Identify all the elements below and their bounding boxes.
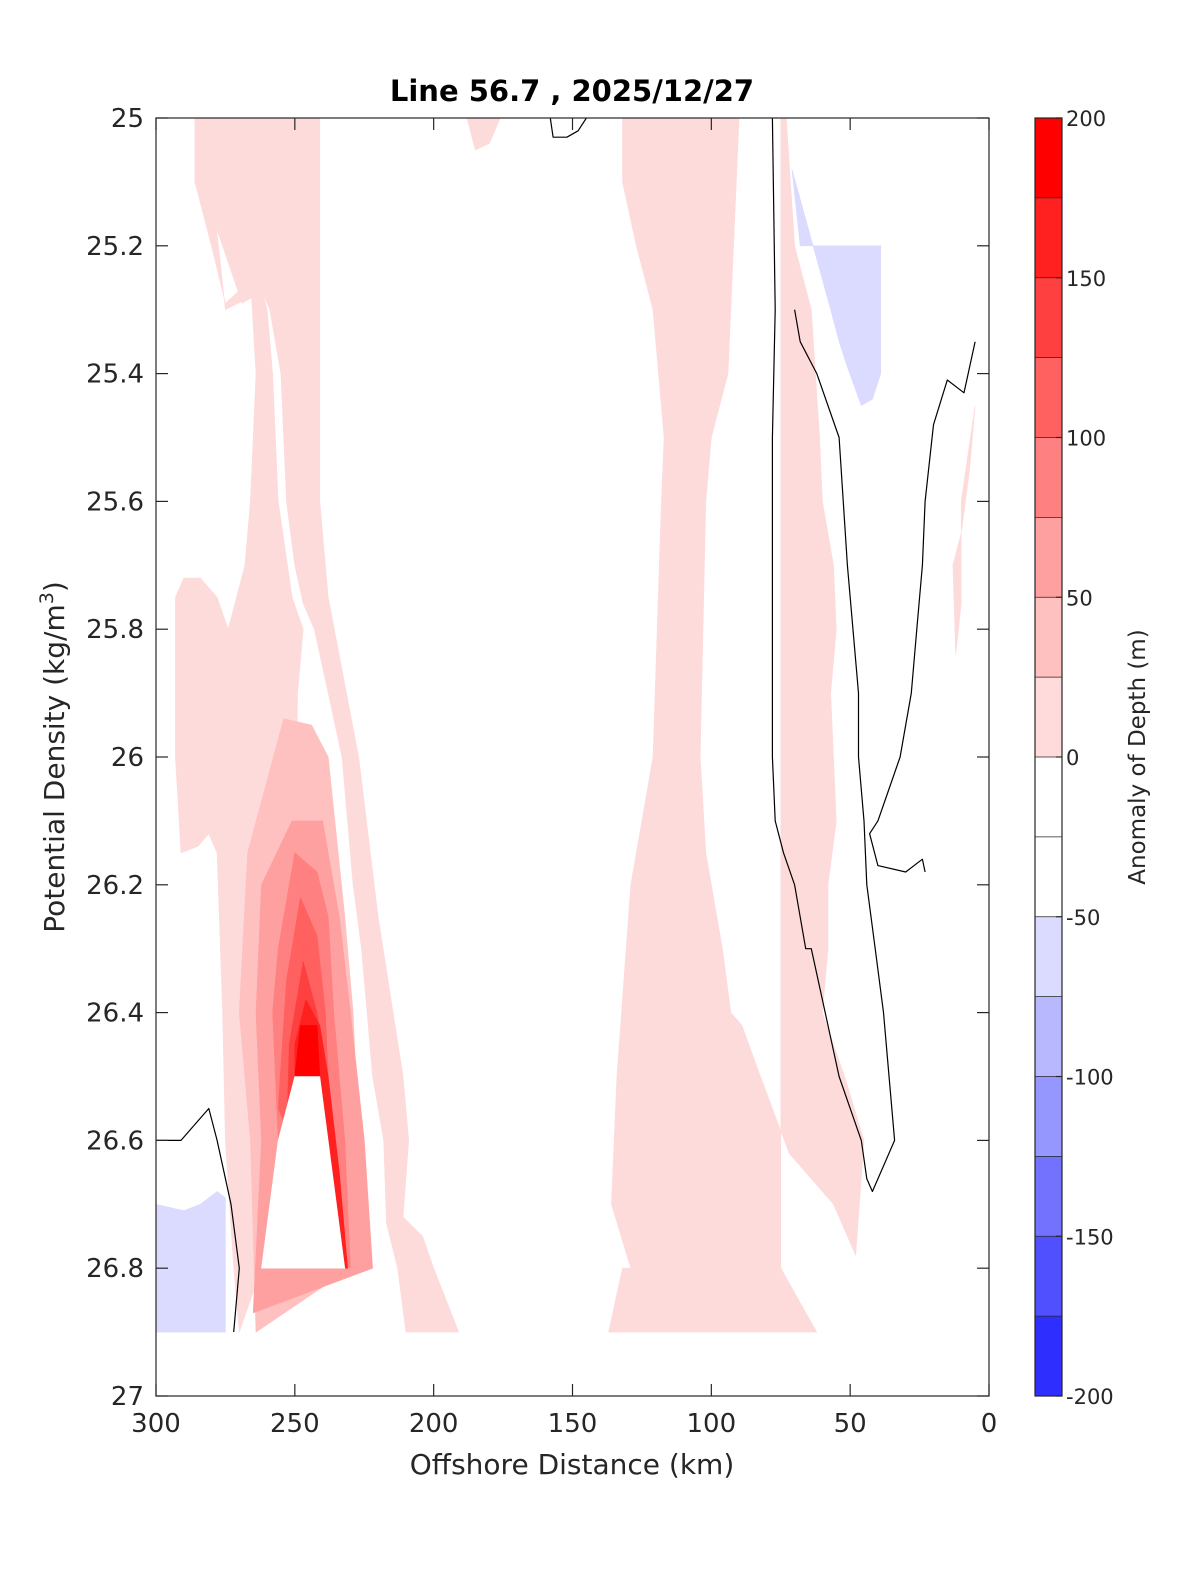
y-axis-title-superscript: 3 — [36, 592, 58, 604]
colorbar-band — [1035, 1316, 1062, 1396]
x-tick-label: 300 — [131, 1409, 181, 1439]
contour-region-west-pink-band — [194, 118, 460, 1333]
colorbar-band — [1035, 197, 1062, 278]
contour-region-mid-pink-band — [608, 118, 865, 1333]
y-tick-label: 26.8 — [86, 1254, 144, 1284]
x-tick-label: 100 — [687, 1409, 737, 1439]
chart-title: Line 56.7 , 2025/12/27 — [390, 74, 754, 108]
colorbar-band — [1035, 996, 1062, 1077]
colorbar-tick-label: 150 — [1066, 267, 1106, 291]
contour-region-top-pink-blob — [466, 118, 501, 151]
colorbar-band — [1035, 597, 1062, 678]
contour-lines — [156, 118, 976, 1333]
colorbar-band — [1035, 517, 1062, 598]
colorbar-bands — [1035, 118, 1062, 1396]
x-tick-label: 50 — [834, 1409, 867, 1439]
y-tick-label: 26.6 — [86, 1126, 144, 1156]
y-tick-label: 25.2 — [86, 232, 144, 262]
x-tick-label: 150 — [548, 1409, 598, 1439]
y-tick-label: 25.4 — [86, 360, 144, 390]
x-tick-label: 0 — [981, 1409, 998, 1439]
x-axis-title: Offshore Distance (km) — [410, 1448, 735, 1481]
colorbar-band — [1035, 1236, 1062, 1317]
y-axis-title: Potential Density (kg/m3) — [36, 581, 71, 933]
colorbar-tick-label: -50 — [1066, 906, 1100, 930]
contour-region-core-white-notch — [261, 1076, 346, 1269]
colorbar-tick-label: 100 — [1066, 427, 1106, 451]
colorbar-tick-label: 50 — [1066, 586, 1093, 610]
y-tick-label: 26.4 — [86, 999, 144, 1029]
colorbar-band — [1035, 1156, 1062, 1237]
colorbar-band — [1035, 757, 1062, 837]
colorbar-tick-label: -150 — [1066, 1225, 1114, 1249]
contour-line-zero-contour-far-east — [868, 341, 976, 873]
colorbar-band — [1035, 1076, 1062, 1157]
y-tick-label: 25.8 — [86, 615, 144, 645]
x-tick-label: 200 — [409, 1409, 459, 1439]
contour-region-blue-patch-upper — [791, 168, 882, 406]
colorbar-tick-label: -100 — [1066, 1066, 1114, 1090]
x-axis: 300 250 200 150 100 50 0 — [131, 118, 997, 1439]
colorbar-band — [1035, 357, 1062, 438]
colorbar-band — [1035, 836, 1062, 917]
colorbar-title: Anomaly of Depth (m) — [1125, 629, 1151, 884]
colorbar-band — [1035, 677, 1062, 757]
colorbar: 200 150 100 50 0 -50 -100 -150 -200 Anomaly of D… — [1034, 107, 1151, 1409]
colorbar-band — [1035, 118, 1062, 198]
contour-line-zero-contour-east — [771, 118, 896, 1193]
y-axis-title-close: ) — [38, 581, 71, 592]
y-tick-label: 26.2 — [86, 871, 144, 901]
y-tick-label: 25.6 — [86, 487, 144, 517]
contour-line-top-small-contour — [549, 118, 587, 138]
contour-region-east-pink-sliver — [952, 405, 976, 656]
x-tick-label: 250 — [270, 1409, 320, 1439]
y-axis-title-main: Potential Density (kg/m — [38, 604, 71, 933]
colorbar-tick-label: 200 — [1066, 107, 1106, 131]
colorbar-tick-label: 0 — [1066, 746, 1079, 770]
contour-region-blue-patch-lower — [156, 1191, 226, 1333]
contour-line-zero-contour-west — [156, 1107, 240, 1333]
y-tick-label: 25 — [111, 104, 144, 134]
colorbar-ticks: 200 150 100 50 0 -50 -100 -150 -200 — [1056, 107, 1114, 1409]
y-axis: 25 25.2 25.4 25.6 25.8 26 26.2 26.4 26.6 26.8 27 — [86, 104, 989, 1412]
filled-contour-regions — [156, 118, 976, 1333]
plot-area: 300 250 200 150 100 50 0 2525.225.425.625.8262… — [86, 104, 997, 1439]
colorbar-band — [1035, 437, 1062, 518]
colorbar-tick-label: -200 — [1066, 1385, 1114, 1409]
colorbar-band — [1035, 916, 1062, 997]
colorbar-band — [1035, 277, 1062, 358]
y-tick-label: 27 — [111, 1382, 144, 1412]
y-tick-label: 26 — [111, 743, 144, 773]
